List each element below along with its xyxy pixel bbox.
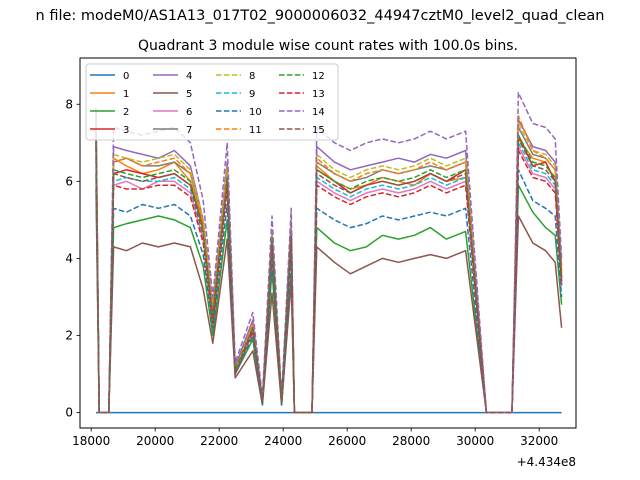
plot-marks — [95, 91, 563, 414]
y-tick-label: 6 — [65, 174, 73, 188]
legend-label-10: 10 — [249, 107, 262, 118]
series-line-4 — [95, 108, 563, 414]
series-line-15 — [95, 138, 563, 414]
x-offset-label: +4.434e8 — [517, 455, 576, 469]
x-tick-label: 22000 — [200, 434, 238, 448]
y-tick-label: 2 — [65, 329, 73, 343]
legend-label-13: 13 — [312, 89, 325, 100]
y-tick-label: 8 — [65, 97, 73, 111]
x-tick-label: 28000 — [392, 434, 430, 448]
legend-label-11: 11 — [249, 125, 262, 136]
legend-label-5: 5 — [186, 89, 192, 100]
series-line-14 — [95, 91, 563, 414]
legend-label-6: 6 — [186, 107, 192, 118]
legend-label-9: 9 — [249, 89, 255, 100]
legend-label-12: 12 — [312, 71, 325, 82]
legend-box — [85, 63, 339, 141]
x-tick-label: 26000 — [328, 434, 366, 448]
x-tick-label: 30000 — [456, 434, 494, 448]
x-tick-label: 32000 — [520, 434, 558, 448]
legend-label-14: 14 — [312, 107, 325, 118]
legend-label-7: 7 — [186, 125, 192, 136]
y-tick-label: 4 — [65, 251, 73, 265]
series-line-7 — [95, 126, 563, 414]
x-tick-label: 18000 — [72, 434, 110, 448]
legend-label-4: 4 — [186, 71, 192, 82]
plot-frame — [79, 57, 577, 429]
legend-label-15: 15 — [312, 125, 325, 136]
chart-title: Quadrant 3 module wise count rates with … — [138, 38, 518, 54]
x-tick-label: 24000 — [264, 434, 302, 448]
series-line-11 — [95, 115, 563, 414]
figure-suptitle: n file: modeM0/AS1A13_017T02_9000006032_… — [36, 8, 605, 24]
series-line-6 — [95, 142, 563, 414]
legend-label-8: 8 — [249, 71, 255, 82]
series-line-9 — [95, 142, 563, 414]
y-tick-label: 0 — [65, 406, 73, 420]
y-axis: 0 2 4 6 8 — [65, 97, 80, 420]
legend-label-1: 1 — [123, 89, 129, 100]
x-axis: 18000 20000 22000 24000 26000 28000 30000 32000 — [72, 428, 558, 448]
legend-label-3: 3 — [123, 125, 129, 136]
series-line-13 — [95, 146, 563, 414]
legend-label-0: 0 — [123, 71, 129, 82]
series-line-10 — [95, 158, 563, 414]
series-line-2 — [95, 173, 563, 414]
series-line-5 — [95, 188, 563, 414]
legend-label-2: 2 — [123, 107, 129, 118]
x-tick-label: 20000 — [136, 434, 174, 448]
